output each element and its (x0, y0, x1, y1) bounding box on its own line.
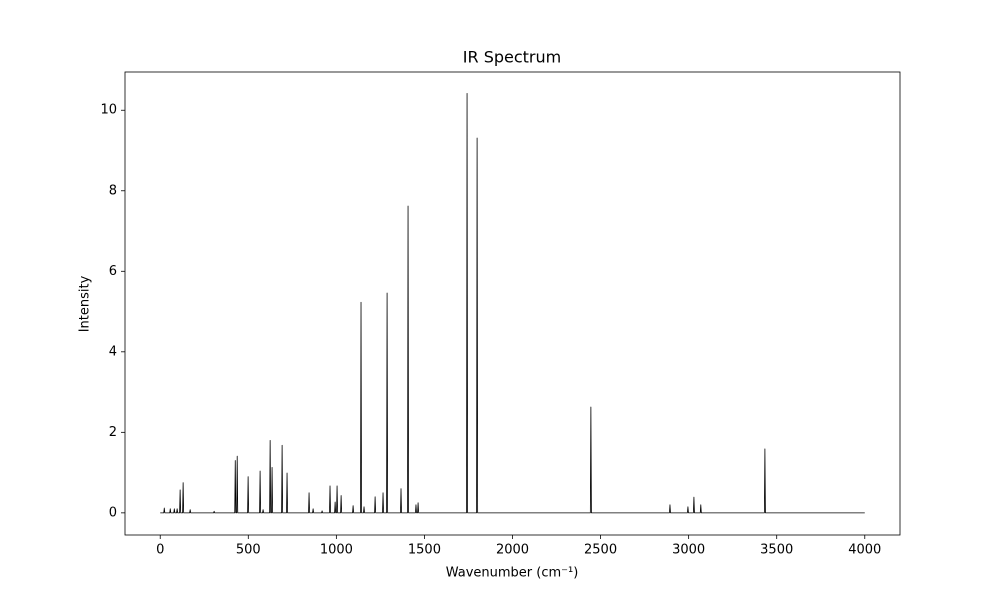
y-tick-label: 6 (109, 264, 117, 279)
x-tick-label: 2000 (496, 543, 529, 558)
x-tick-label: 500 (236, 543, 261, 558)
x-tick-label: 1000 (320, 543, 353, 558)
plot-frame (124, 71, 901, 536)
y-tick-label: 2 (109, 425, 117, 440)
x-tick-label: 0 (156, 543, 164, 558)
x-axis-label: Wavenumber (cm⁻¹) (446, 566, 579, 581)
x-tick-label: 3000 (672, 543, 705, 558)
x-tick-label: 2500 (584, 543, 617, 558)
spectrum-line (160, 92, 865, 514)
y-tick-label: 4 (109, 344, 117, 359)
y-axis-label: Intensity (78, 275, 93, 332)
x-tick-label: 1500 (408, 543, 441, 558)
chart-title: IR Spectrum (463, 48, 561, 67)
y-tick-label: 8 (109, 183, 117, 198)
x-tick-label: 4000 (848, 543, 881, 558)
y-tick-label: 0 (109, 505, 117, 520)
x-tick-label: 3500 (760, 543, 793, 558)
y-tick-label: 10 (100, 103, 117, 118)
